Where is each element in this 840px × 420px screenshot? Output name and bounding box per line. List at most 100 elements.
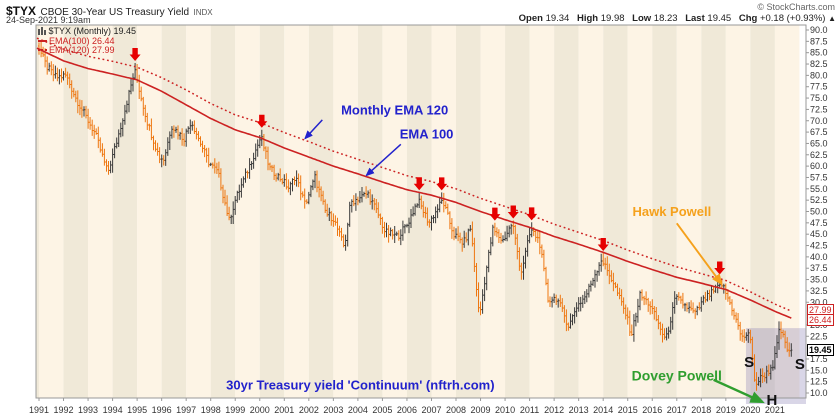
svg-text:42.5: 42.5 bbox=[810, 241, 828, 251]
svg-text:30.0: 30.0 bbox=[810, 297, 828, 307]
svg-text:50.0: 50.0 bbox=[810, 207, 828, 217]
svg-text:12.5: 12.5 bbox=[810, 377, 828, 387]
svg-text:1996: 1996 bbox=[152, 405, 172, 415]
copyright: © StockCharts.com bbox=[757, 2, 835, 12]
svg-text:70.0: 70.0 bbox=[810, 116, 828, 126]
svg-text:2016: 2016 bbox=[642, 405, 662, 415]
svg-text:1992: 1992 bbox=[54, 405, 74, 415]
svg-text:55.0: 55.0 bbox=[810, 184, 828, 194]
svg-text:1993: 1993 bbox=[78, 405, 98, 415]
svg-text:1997: 1997 bbox=[176, 405, 196, 415]
svg-text:1998: 1998 bbox=[201, 405, 221, 415]
instrument-name: CBOE 30-Year US Treasury Yield bbox=[40, 7, 190, 18]
svg-text:52.5: 52.5 bbox=[810, 195, 828, 205]
svg-text:S: S bbox=[744, 354, 754, 371]
svg-text:S: S bbox=[795, 356, 805, 373]
up-triangle-icon: ▲ bbox=[828, 14, 836, 23]
annotation-dovey-powell: Dovey Powell bbox=[632, 368, 722, 384]
red-resistance-arrows bbox=[129, 48, 726, 275]
ema-lines bbox=[36, 37, 792, 319]
chart-header: $TYX CBOE 30-Year US Treasury Yield INDX bbox=[6, 2, 213, 20]
svg-text:2018: 2018 bbox=[691, 405, 711, 415]
quote-line: Open 19.34 High 19.98 Low 18.23 Last 19.… bbox=[514, 13, 836, 24]
svg-text:72.5: 72.5 bbox=[810, 104, 828, 114]
svg-text:60.0: 60.0 bbox=[810, 161, 828, 171]
svg-text:80.0: 80.0 bbox=[810, 70, 828, 80]
svg-text:67.5: 67.5 bbox=[810, 127, 828, 137]
svg-text:2008: 2008 bbox=[446, 405, 466, 415]
svg-text:1995: 1995 bbox=[127, 405, 147, 415]
legend-symbol-line: $TYX (Monthly) 19.45 bbox=[48, 26, 137, 36]
svg-text:2007: 2007 bbox=[421, 405, 441, 415]
chg-label: Chg bbox=[738, 13, 758, 24]
svg-text:1999: 1999 bbox=[225, 405, 245, 415]
svg-text:2011: 2011 bbox=[520, 405, 539, 415]
svg-text:15.0: 15.0 bbox=[810, 365, 828, 375]
svg-text:2004: 2004 bbox=[348, 405, 368, 415]
svg-text:85.0: 85.0 bbox=[810, 48, 828, 58]
last-label: Last bbox=[685, 13, 705, 24]
shs-pattern-letters: S H S bbox=[744, 354, 805, 409]
last-price-label: 19.45 bbox=[807, 344, 834, 357]
exchange-label: INDX bbox=[193, 8, 213, 17]
svg-text:2014: 2014 bbox=[593, 405, 613, 415]
svg-text:40.0: 40.0 bbox=[810, 252, 828, 262]
svg-text:22.5: 22.5 bbox=[810, 331, 828, 341]
svg-text:47.5: 47.5 bbox=[810, 218, 828, 228]
svg-text:1991: 1991 bbox=[29, 405, 49, 415]
chg-value: +0.18 (+0.93%) bbox=[759, 13, 826, 24]
svg-text:2015: 2015 bbox=[618, 405, 638, 415]
svg-text:2003: 2003 bbox=[323, 405, 343, 415]
svg-text:57.5: 57.5 bbox=[810, 172, 828, 182]
high-value: 19.98 bbox=[600, 13, 625, 24]
svg-text:32.5: 32.5 bbox=[810, 286, 828, 296]
open-label: Open bbox=[518, 13, 543, 24]
axes: 90.087.5 85.082.580.0 77.575.072.5 70.067.5… bbox=[29, 25, 828, 415]
svg-text:2019: 2019 bbox=[716, 405, 736, 415]
open-value: 19.34 bbox=[545, 13, 570, 24]
pattern-highlight-box bbox=[745, 328, 806, 404]
svg-text:45.0: 45.0 bbox=[810, 229, 828, 239]
ema120-line-swatch bbox=[38, 49, 47, 51]
svg-text:90.0: 90.0 bbox=[810, 25, 828, 35]
symbol: $TYX bbox=[6, 4, 37, 18]
svg-text:2020: 2020 bbox=[740, 405, 760, 415]
annotation-hawk-powell: Hawk Powell bbox=[632, 204, 711, 219]
annotation-arrows bbox=[304, 119, 765, 404]
svg-text:2005: 2005 bbox=[372, 405, 392, 415]
svg-text:2010: 2010 bbox=[495, 405, 515, 415]
annotation-monthly-ema-120: Monthly EMA 120 bbox=[341, 102, 448, 117]
legend-ema120: EMA(120) 27.99 bbox=[49, 45, 115, 55]
svg-text:2009: 2009 bbox=[471, 405, 491, 415]
svg-text:65.0: 65.0 bbox=[810, 138, 828, 148]
low-value: 18.23 bbox=[653, 13, 678, 24]
svg-text:2013: 2013 bbox=[569, 405, 589, 415]
svg-text:75.0: 75.0 bbox=[810, 93, 828, 103]
svg-text:10.0: 10.0 bbox=[810, 388, 828, 398]
svg-text:77.5: 77.5 bbox=[810, 82, 828, 92]
bar-chart-icon bbox=[38, 27, 46, 35]
svg-text:82.5: 82.5 bbox=[810, 59, 828, 69]
chart-legend: $TYX (Monthly) 19.45 EMA(100) 26.44 EMA(… bbox=[38, 26, 137, 56]
ema100-line-swatch bbox=[38, 39, 47, 42]
svg-text:H: H bbox=[767, 392, 778, 409]
svg-text:2000: 2000 bbox=[250, 405, 270, 415]
high-label: High bbox=[576, 13, 599, 24]
svg-text:35.0: 35.0 bbox=[810, 275, 828, 285]
annotation-continuum: 30yr Treasury yield 'Continuum' (nftrh.c… bbox=[226, 377, 494, 392]
svg-text:2017: 2017 bbox=[667, 405, 687, 415]
ema100-price-label: 26.44 bbox=[807, 314, 834, 327]
svg-text:1994: 1994 bbox=[103, 405, 123, 415]
svg-text:2002: 2002 bbox=[299, 405, 319, 415]
svg-text:2006: 2006 bbox=[397, 405, 417, 415]
low-label: Low bbox=[632, 13, 652, 24]
svg-text:37.5: 37.5 bbox=[810, 263, 828, 273]
svg-text:2012: 2012 bbox=[544, 405, 564, 415]
svg-text:2021: 2021 bbox=[765, 405, 785, 415]
svg-text:62.5: 62.5 bbox=[810, 150, 828, 160]
chart-datetime: 24-Sep-2021 9:19am bbox=[6, 15, 91, 25]
legend-ema100: EMA(100) 26.44 bbox=[49, 35, 115, 46]
svg-text:17.5: 17.5 bbox=[810, 354, 828, 364]
